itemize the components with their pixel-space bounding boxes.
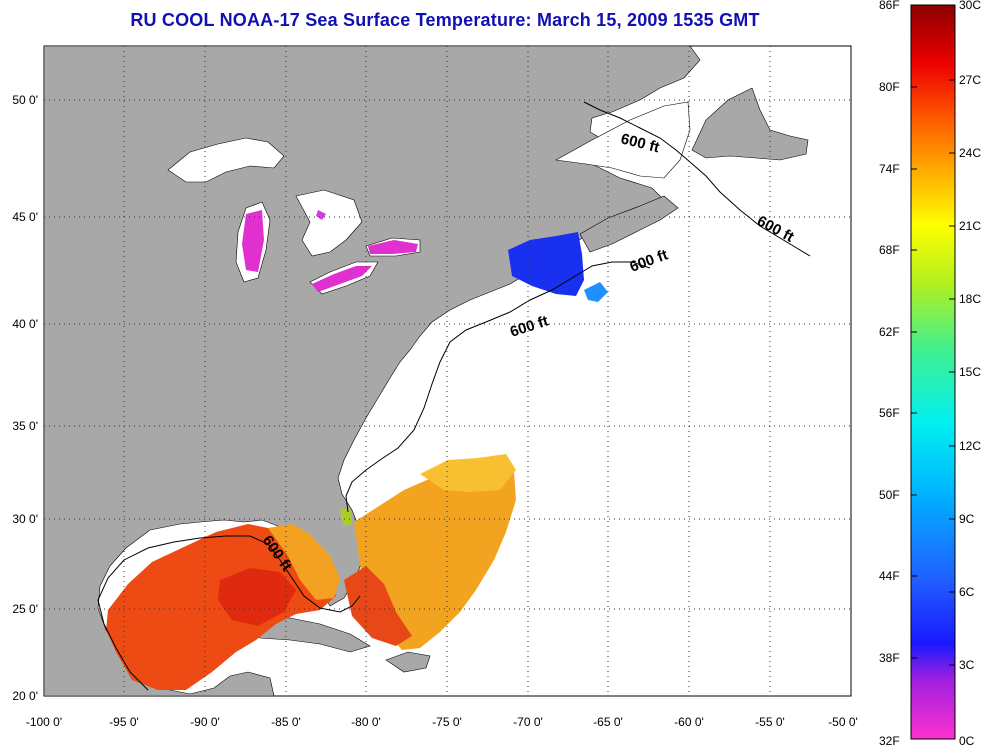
- sst-florida-straits: [344, 566, 412, 646]
- sst-gulf-west-red: [218, 568, 296, 626]
- lon-label: -95 0': [109, 715, 139, 729]
- sst-lake-huron: [316, 210, 326, 220]
- lat-axis-labels: 50 0' 45 0' 40 0' 35 0' 30 0' 25 0' 20 0…: [12, 93, 38, 703]
- land-newfoundland: [691, 87, 809, 161]
- lat-label: 45 0': [12, 210, 38, 224]
- colorbar-c-label: 21C: [959, 219, 982, 233]
- lon-axis-labels: -100 0' -95 0' -90 0' -85 0' -80 0' -75 …: [26, 715, 858, 729]
- sst-lake-erie: [312, 266, 372, 292]
- colorbar-f-label: 50F: [879, 488, 900, 502]
- colorbar-c-label: 18C: [959, 292, 982, 306]
- colorbar-c-label: 0C: [959, 734, 975, 748]
- lon-label: -90 0': [190, 715, 220, 729]
- colorbar-c-label: 3C: [959, 658, 975, 672]
- sst-lake-michigan: [242, 210, 264, 272]
- gulf-st-lawrence: [555, 101, 691, 179]
- colorbar-c-label: 30C: [959, 0, 982, 12]
- lon-label: -75 0': [432, 715, 462, 729]
- sst-lake-ontario: [368, 240, 418, 254]
- map-title: RU COOL NOAA-17 Sea Surface Temperature:…: [130, 10, 760, 30]
- lat-label: 40 0': [12, 317, 38, 331]
- colorbar-f-label: 38F: [879, 651, 900, 665]
- lat-label: 20 0': [12, 689, 38, 703]
- colorbar-f-label: 62F: [879, 325, 900, 339]
- colorbar-f-label: 86F: [879, 0, 900, 12]
- colorbar-c-label: 27C: [959, 73, 982, 87]
- lake-superior: [167, 137, 285, 183]
- sst-gulf-of-maine: [508, 232, 584, 296]
- colorbar-c-label: 12C: [959, 439, 982, 453]
- lat-label: 50 0': [12, 93, 38, 107]
- isobath-600ft: [97, 101, 811, 691]
- colorbar-f-label: 74F: [879, 162, 900, 176]
- sst-florida-west-shelf: [268, 524, 340, 600]
- land-nova-scotia: [579, 195, 679, 253]
- colorbar-f-label: 44F: [879, 569, 900, 583]
- lon-label: -50 0': [828, 715, 858, 729]
- lon-label: -85 0': [271, 715, 301, 729]
- sst-atlantic-warm: [354, 462, 516, 650]
- colorbar-c-label: 9C: [959, 512, 975, 526]
- colorbar-f-label: 68F: [879, 243, 900, 257]
- lat-label: 30 0': [12, 512, 38, 526]
- grid-lines: [44, 46, 851, 696]
- lon-label: -60 0': [674, 715, 704, 729]
- lon-label: -55 0': [755, 715, 785, 729]
- sst-florida-coast-green: [340, 508, 352, 526]
- colorbar-c-label: 6C: [959, 585, 975, 599]
- colorbar-f-label: 32F: [879, 734, 900, 748]
- lon-label: -70 0': [513, 715, 543, 729]
- colorbar-c-label: 15C: [959, 365, 982, 379]
- lat-label: 35 0': [12, 419, 38, 433]
- lon-label: -65 0': [593, 715, 623, 729]
- land-hispaniola: [385, 651, 431, 673]
- sst-gulf-of-mexico: [106, 524, 336, 690]
- colorbar: [910, 4, 956, 740]
- colorbar-f-label: 56F: [879, 406, 900, 420]
- sst-atlantic-north-yellow: [420, 454, 516, 492]
- colorbar-ticks: [911, 79, 955, 666]
- lon-label: -80 0': [351, 715, 381, 729]
- sst-data: [106, 210, 608, 690]
- colorbar-f-label: 80F: [879, 80, 900, 94]
- lon-label: -100 0': [26, 715, 62, 729]
- lake-huron: [295, 189, 363, 257]
- colorbar-c-label: 24C: [959, 146, 982, 160]
- lat-label: 25 0': [12, 602, 38, 616]
- sst-georges-bank: [584, 282, 608, 302]
